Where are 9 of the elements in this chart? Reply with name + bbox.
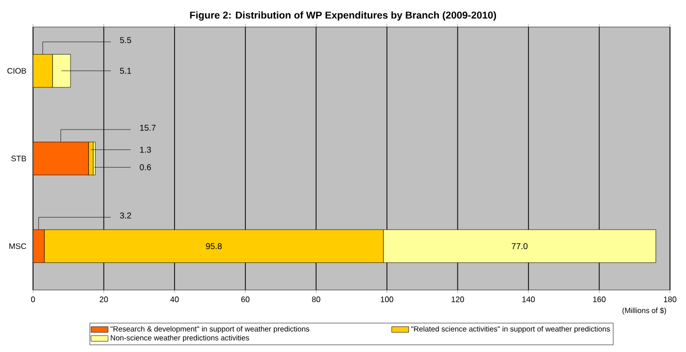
- data-label: 5.1: [120, 68, 132, 74]
- chart-title: Figure 2: Distribution of WP Expenditures by Branch (2009-2010): [190, 11, 496, 21]
- data-label: 15.7: [140, 124, 156, 131]
- data-label: 0.6: [140, 164, 151, 170]
- data-label: 77.0: [512, 243, 528, 250]
- data-label: 95.8: [206, 243, 222, 250]
- data-label: 5.5: [120, 37, 132, 44]
- data-label: 1.3: [140, 146, 151, 153]
- data-label: 3.2: [120, 212, 132, 218]
